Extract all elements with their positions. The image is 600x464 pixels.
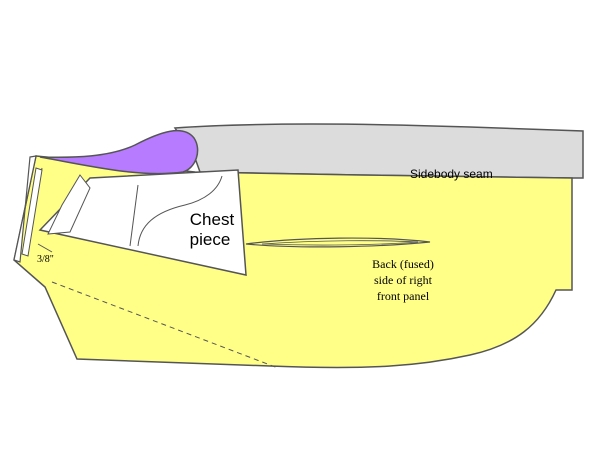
back-label-2: side of right: [374, 273, 433, 287]
sidebody-seam-label: Sidebody seam: [410, 167, 493, 181]
chest-piece: [38, 169, 247, 276]
roll-line: [51, 281, 279, 369]
chest-dart-inner: [261, 240, 419, 246]
canvas-flap: [47, 174, 91, 235]
chest-piece-curve: [137, 175, 223, 247]
chest-piece-inner-line: [129, 184, 139, 247]
measurement-arrow: [37, 243, 53, 253]
back-label-3: front panel: [377, 289, 430, 303]
lapel-fold: [39, 129, 199, 175]
measurement-label: 3/8": [37, 254, 54, 265]
back-label-1: Back (fused): [372, 257, 434, 271]
chest-piece-label-1: Chest: [190, 210, 235, 229]
sidebody-panel: [173, 123, 584, 179]
edge-tape: [21, 167, 43, 257]
front-edge: [13, 155, 37, 263]
chest-piece-label-2: piece: [190, 230, 231, 249]
